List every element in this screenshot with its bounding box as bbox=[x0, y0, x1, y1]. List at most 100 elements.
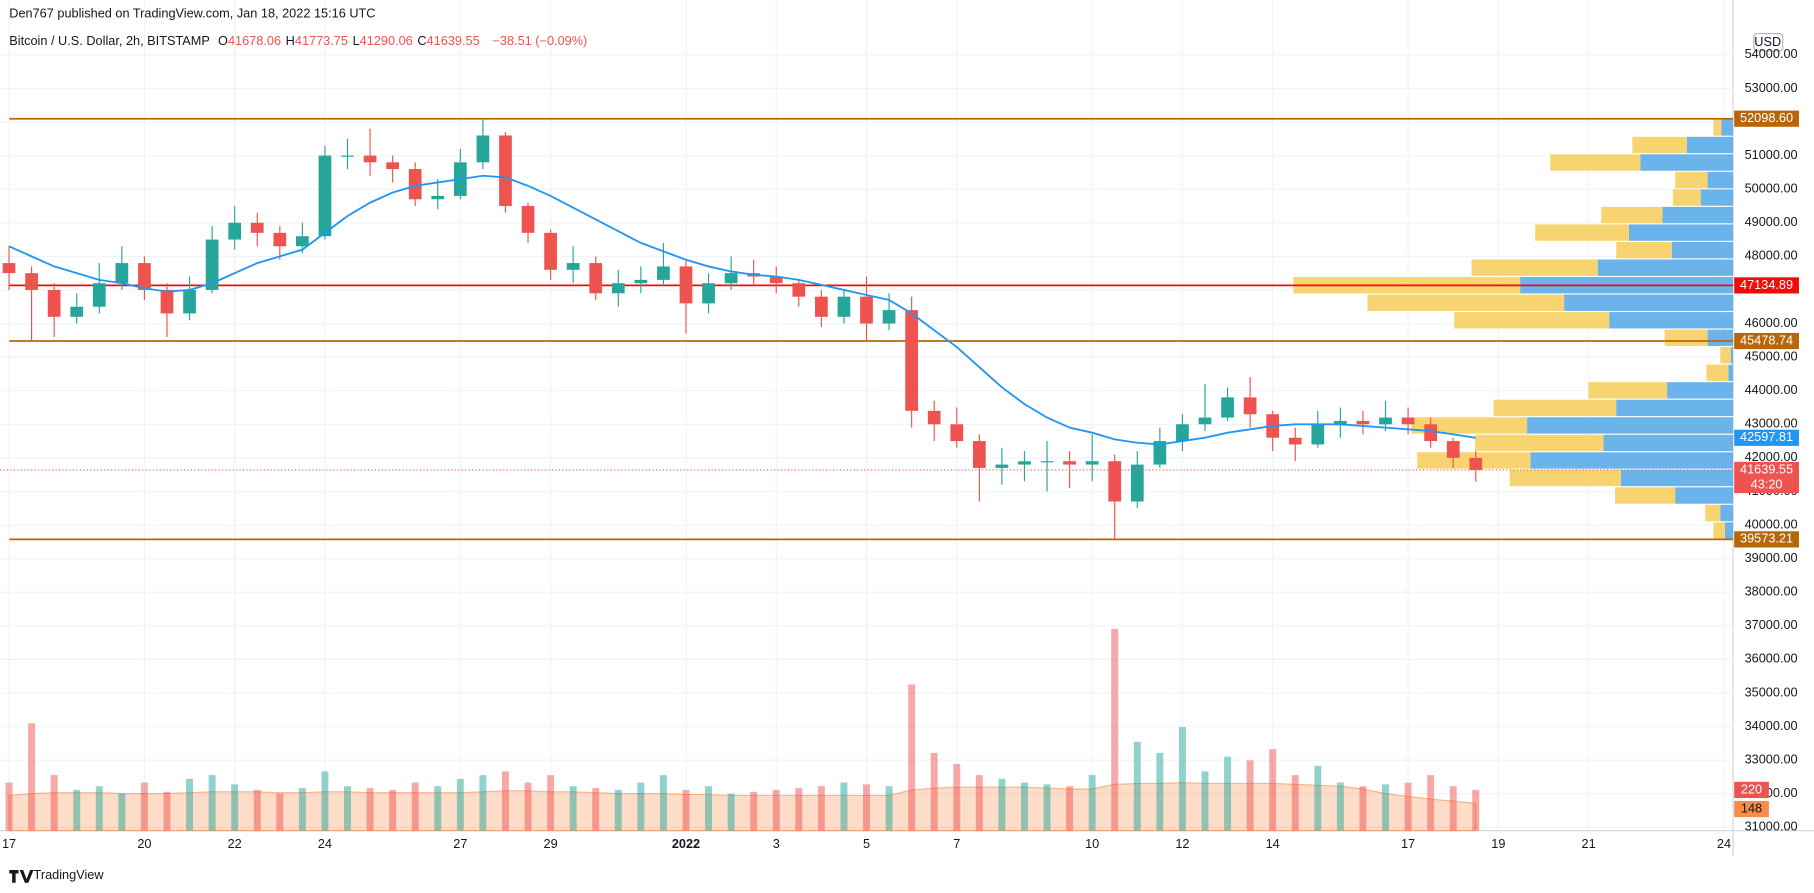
x-tick-label: 29 bbox=[544, 836, 558, 851]
y-tick-label: 36000.00 bbox=[1745, 651, 1798, 666]
candle-body bbox=[1469, 457, 1483, 470]
candle-body bbox=[611, 283, 625, 294]
volume-bar bbox=[118, 793, 126, 831]
volume-bar bbox=[998, 778, 1006, 831]
volume-bar bbox=[298, 788, 306, 831]
candle-body bbox=[47, 289, 61, 317]
candle-body bbox=[815, 296, 828, 317]
profile-down bbox=[1550, 154, 1641, 171]
candle-body bbox=[1063, 461, 1076, 465]
volume-bar bbox=[750, 791, 758, 831]
volume-bar bbox=[1020, 782, 1028, 831]
profile-up bbox=[1564, 294, 1734, 311]
volume-bar bbox=[140, 782, 148, 831]
profile-up bbox=[1728, 364, 1734, 382]
x-tick-label: 3 bbox=[773, 836, 780, 851]
volume-bar bbox=[1427, 775, 1435, 831]
candle-body bbox=[1085, 461, 1099, 465]
ma-label: 42597.81 bbox=[1740, 429, 1793, 444]
candle-body bbox=[1401, 417, 1415, 425]
ohlc-item: L41290.06 bbox=[353, 35, 413, 49]
x-tick-label: 27 bbox=[453, 836, 467, 851]
volume-bar bbox=[411, 782, 419, 831]
price-label: 41639.55 bbox=[1740, 461, 1793, 476]
volume-bar bbox=[1246, 760, 1254, 831]
candle-body bbox=[70, 306, 84, 317]
ma-label-box bbox=[1734, 429, 1799, 446]
volume-bar bbox=[1472, 789, 1480, 831]
price-label-box bbox=[1734, 461, 1799, 494]
profile-up bbox=[1530, 452, 1734, 469]
legend: Bitcoin / U.S. Dollar, 2h, BITSTAMP O416… bbox=[9, 35, 592, 49]
candle-body bbox=[905, 310, 919, 411]
profile-down bbox=[1601, 206, 1663, 224]
candle-body bbox=[995, 464, 1009, 468]
x-tick-label: 10 bbox=[1085, 836, 1099, 851]
candle-body bbox=[296, 236, 309, 247]
volume-bar bbox=[1314, 765, 1322, 831]
profile-up bbox=[1721, 119, 1734, 136]
candle-body bbox=[499, 135, 512, 206]
candle-body bbox=[702, 283, 715, 304]
volume-bar bbox=[95, 786, 103, 831]
level-label: 45478.74 bbox=[1740, 332, 1793, 347]
candle-body bbox=[1130, 464, 1144, 502]
volume-bar bbox=[28, 723, 36, 831]
volume-bar bbox=[1111, 628, 1119, 831]
x-tick-label: 24 bbox=[1717, 836, 1731, 851]
ohlc-value: 41773.75 bbox=[294, 34, 348, 49]
x-tick-label: 24 bbox=[318, 836, 332, 851]
profile-down bbox=[1615, 487, 1676, 504]
candle-body bbox=[724, 273, 738, 284]
profile-up bbox=[1667, 382, 1734, 399]
volume-bar bbox=[1224, 756, 1232, 831]
ohlc-label: C bbox=[417, 34, 427, 49]
y-tick-label: 31000.00 bbox=[1745, 819, 1798, 834]
profile-up bbox=[1640, 154, 1734, 171]
volume-bar bbox=[1156, 752, 1164, 831]
profile-down bbox=[1367, 294, 1565, 311]
profile-up bbox=[1730, 347, 1734, 364]
y-tick-label: 53000.00 bbox=[1745, 80, 1798, 95]
candle-body bbox=[2, 263, 16, 274]
ohlc-item: O41678.06 bbox=[218, 35, 281, 49]
volume-ma-label: 148 bbox=[1741, 800, 1762, 815]
profile-up bbox=[1609, 312, 1734, 329]
y-tick-label: 40000.00 bbox=[1745, 516, 1798, 531]
candle-body bbox=[1311, 424, 1325, 445]
candle-body bbox=[431, 195, 445, 200]
ma-line bbox=[8, 174, 1476, 446]
candle-body bbox=[1243, 397, 1257, 415]
candle-body bbox=[769, 276, 783, 284]
change: −38.51 (−0.09%) bbox=[492, 34, 588, 49]
candle-body bbox=[183, 289, 196, 314]
x-tick-label: 22 bbox=[228, 836, 242, 851]
candle-body bbox=[521, 205, 535, 233]
volume-bar bbox=[479, 775, 487, 831]
volume-bar bbox=[231, 784, 239, 831]
profile-up bbox=[1662, 206, 1734, 224]
level-label-box bbox=[1734, 110, 1799, 127]
level-label: 47134.89 bbox=[1740, 277, 1793, 292]
volume-bar bbox=[73, 789, 81, 831]
level-label-box bbox=[1734, 277, 1799, 294]
currency-box[interactable] bbox=[1753, 32, 1784, 52]
profile-up bbox=[1628, 224, 1734, 241]
volume-bar bbox=[795, 788, 803, 831]
x-tick-label: 17 bbox=[2, 836, 16, 851]
candle-body bbox=[250, 222, 264, 233]
profile-up bbox=[1675, 487, 1734, 504]
volume-bar bbox=[1359, 786, 1367, 831]
x-tick-label: 19 bbox=[1491, 836, 1505, 851]
x-tick-label: 14 bbox=[1266, 836, 1280, 851]
candle-body bbox=[476, 135, 490, 163]
volume-bar bbox=[50, 775, 58, 831]
ohlc-value: 41678.06 bbox=[227, 34, 282, 49]
y-tick-label: 54000.00 bbox=[1745, 46, 1798, 61]
countdown: 43:20 bbox=[1751, 476, 1783, 491]
volume-bar bbox=[1043, 784, 1051, 831]
profile-down bbox=[1588, 382, 1668, 399]
candle-body bbox=[1288, 437, 1302, 445]
